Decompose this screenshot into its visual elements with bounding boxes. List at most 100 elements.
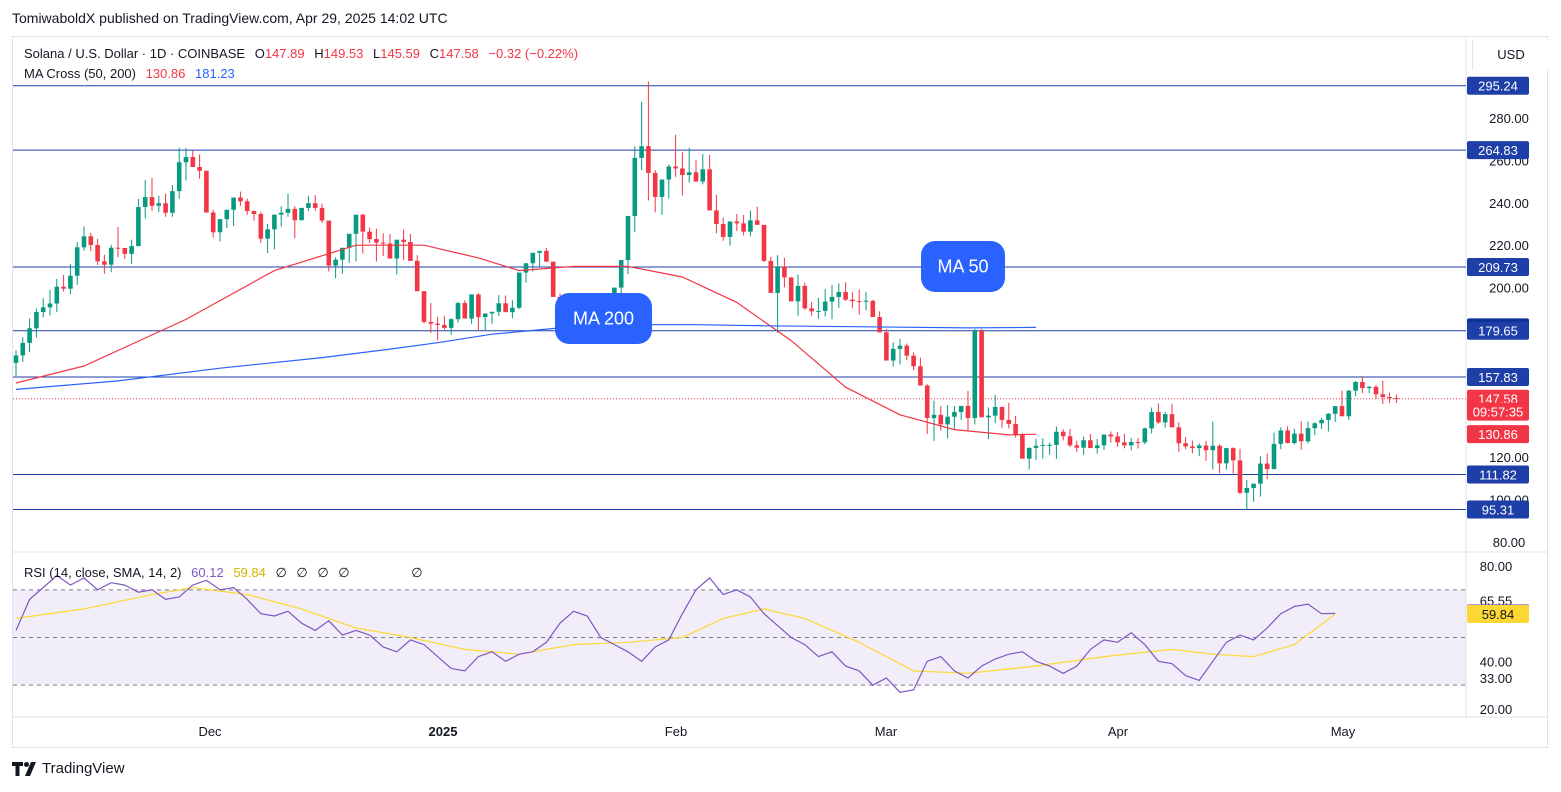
candle-body: [986, 415, 991, 418]
price-tag-bg: [1467, 402, 1529, 421]
price-tag: 179.65: [1478, 324, 1518, 339]
candle-body: [1156, 412, 1161, 423]
ma50-badge-label: MA 50: [937, 257, 988, 277]
candle-body: [652, 172, 658, 197]
candle-body: [856, 301, 862, 303]
candle-body: [1387, 396, 1392, 399]
candle-body: [802, 285, 808, 309]
high-value: 149.53: [323, 46, 364, 61]
candle-body: [877, 317, 882, 333]
brand-name: TradingView: [42, 760, 125, 777]
candle-body: [523, 263, 529, 273]
time-tick-label: May: [1331, 724, 1356, 739]
candle-body: [353, 214, 359, 234]
candle-body: [979, 330, 984, 418]
candle-body: [217, 219, 223, 233]
candle-body: [1040, 444, 1046, 446]
candle-body: [904, 345, 910, 356]
candle-body: [1081, 440, 1086, 448]
candle-body: [714, 210, 719, 224]
candle-body: [367, 231, 372, 240]
candle-body: [74, 247, 80, 276]
rsi-tick-label: 33.00: [1480, 671, 1513, 686]
time-tick-label: Dec: [198, 724, 222, 739]
time-axis: Dec 2025 Feb Mar Apr May: [198, 724, 1355, 739]
price-tag-bg: [1467, 257, 1529, 276]
rsi-tick-label: 80.00: [1480, 559, 1513, 574]
ma-indicator-name[interactable]: MA Cross (50, 200): [24, 66, 136, 81]
candle-body: [503, 303, 508, 313]
rsi-sma-value: 59.84: [233, 565, 266, 580]
symbol-name[interactable]: Solana / U.S. Dollar · 1D · COINBASE: [24, 46, 246, 61]
candle-body: [1217, 445, 1222, 464]
candle-body: [122, 247, 128, 254]
candle-body: [374, 239, 379, 243]
candle-body: [795, 285, 801, 302]
candle-body: [741, 223, 746, 232]
candle-body: [462, 303, 468, 319]
candle-body: [843, 292, 848, 300]
symbol-legend: Solana / U.S. Dollar · 1D · COINBASE O14…: [24, 46, 584, 61]
rsi-legend: RSI (14, close, SMA, 14, 2) 60.12 59.84 …: [24, 565, 429, 581]
price-tag: 295.24: [1478, 79, 1518, 94]
rsi-indicator-name[interactable]: RSI (14, close, SMA, 14, 2): [24, 565, 182, 580]
candle-body: [999, 406, 1005, 420]
tradingview-logo-icon: [12, 761, 36, 776]
candle-body: [360, 214, 366, 232]
candle-body: [1326, 413, 1331, 420]
candle-body: [1162, 414, 1168, 423]
candle-body: [333, 259, 338, 266]
candle-body: [170, 191, 175, 213]
candle-body: [258, 214, 264, 239]
candle-body: [1033, 445, 1039, 448]
candle-body: [911, 355, 916, 367]
candle-body: [1237, 460, 1243, 493]
ma50-value: 130.86: [145, 66, 186, 81]
candles: [13, 81, 1399, 510]
candle-body: [897, 345, 903, 349]
tradingview-logo[interactable]: TradingView: [12, 760, 125, 777]
candle-body: [992, 406, 998, 416]
candle-body: [47, 303, 53, 308]
candle-body: [1312, 423, 1318, 429]
candle-body: [952, 412, 957, 417]
rsi-tick-label: 40.00: [1480, 654, 1513, 669]
candle-body: [1183, 443, 1188, 447]
candle-body: [244, 201, 250, 212]
candle-body: [1360, 381, 1365, 389]
candle-body: [442, 324, 447, 328]
candle-body: [380, 242, 386, 244]
candle-body: [890, 348, 896, 361]
price-tag-bg: [1467, 465, 1529, 484]
candle-body: [1020, 435, 1025, 459]
ma-legend: MA Cross (50, 200) 130.86 181.23: [24, 66, 241, 81]
candle-body: [448, 319, 454, 328]
candle-body: [1298, 433, 1304, 442]
candle-body: [435, 323, 440, 325]
price-tag: 09:57:35: [1473, 405, 1524, 420]
currency-button[interactable]: USD: [1472, 40, 1549, 70]
candle-body: [707, 169, 712, 211]
candle-body: [224, 209, 230, 220]
candle-body: [788, 277, 794, 302]
rsi-sma-line: [15, 586, 1336, 674]
candle-body: [625, 215, 631, 261]
candle-body: [1060, 431, 1066, 437]
candle-body: [544, 250, 549, 262]
candle-body: [13, 355, 19, 363]
candle-body: [1142, 428, 1148, 443]
candle-body: [1013, 423, 1018, 436]
candle-body: [156, 203, 162, 206]
candle-body: [265, 229, 270, 239]
candle-body: [496, 303, 502, 312]
candle-body: [1224, 448, 1229, 464]
candle-body: [884, 332, 889, 361]
publish-line: TomiwaboldX published on TradingView.com…: [12, 10, 448, 26]
candle-body: [136, 207, 141, 247]
candle-body: [680, 168, 685, 176]
candle-body: [1101, 434, 1107, 446]
candle-body: [251, 211, 257, 215]
ma200-badge-label: MA 200: [573, 309, 634, 329]
price-tick-label: 120.00: [1489, 450, 1529, 465]
